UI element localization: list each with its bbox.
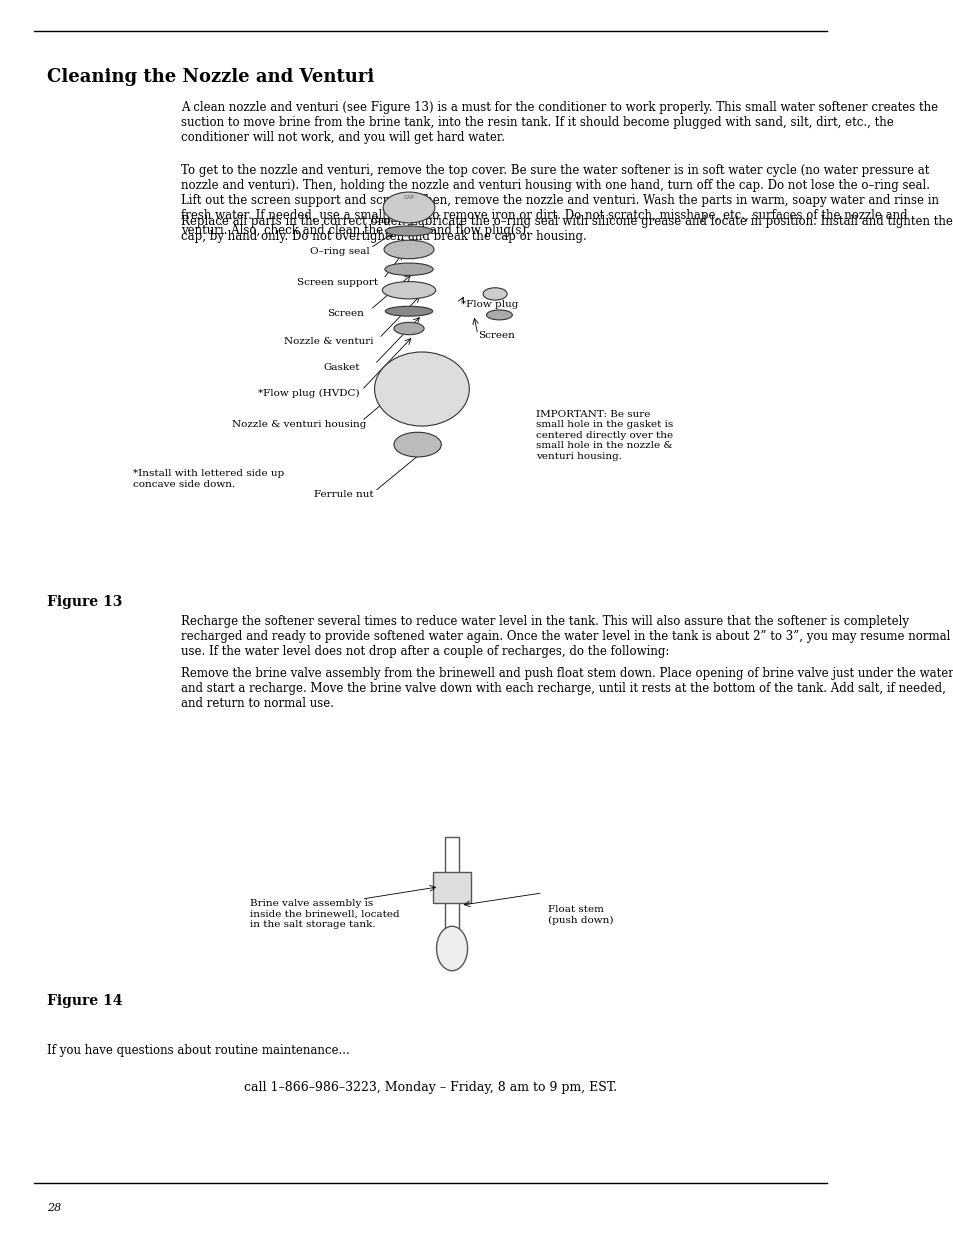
Ellipse shape — [385, 226, 433, 236]
Text: Figure 14: Figure 14 — [48, 994, 123, 1008]
Ellipse shape — [384, 263, 433, 275]
Text: Brine valve assembly is
inside the brinewell, located
in the salt storage tank.: Brine valve assembly is inside the brine… — [250, 899, 399, 929]
Text: Gasket: Gasket — [322, 363, 359, 372]
Circle shape — [436, 926, 467, 971]
Ellipse shape — [482, 288, 507, 300]
Text: *Install with lettered side up
concave side down.: *Install with lettered side up concave s… — [133, 469, 284, 489]
FancyBboxPatch shape — [433, 872, 471, 903]
Ellipse shape — [486, 310, 512, 320]
Ellipse shape — [385, 306, 433, 316]
Ellipse shape — [375, 352, 469, 426]
Ellipse shape — [394, 432, 441, 457]
Ellipse shape — [383, 193, 435, 224]
Text: Nozzle & venturi housing: Nozzle & venturi housing — [233, 420, 367, 429]
Text: Ferrule nut: Ferrule nut — [314, 490, 374, 499]
Ellipse shape — [384, 240, 434, 259]
Text: Nozzle & venturi: Nozzle & venturi — [284, 337, 374, 346]
Ellipse shape — [382, 282, 436, 299]
Text: Remove the brine valve assembly from the brinewell and push float stem down. Pla: Remove the brine valve assembly from the… — [181, 667, 953, 710]
Text: Screen: Screen — [327, 309, 364, 317]
Text: Recharge the softener several times to reduce water level in the tank. This will: Recharge the softener several times to r… — [181, 615, 949, 658]
Text: *Flow plug: *Flow plug — [460, 300, 517, 309]
Text: Replace all parts in the correct order. Lubricate the o–ring seal with silicone : Replace all parts in the correct order. … — [181, 215, 952, 243]
Text: Cap: Cap — [370, 216, 391, 225]
Text: A clean nozzle and venturi (see Figure 13) is a must for the conditioner to work: A clean nozzle and venturi (see Figure 1… — [181, 101, 937, 144]
Text: *Flow plug (HVDC): *Flow plug (HVDC) — [258, 389, 359, 398]
Text: If you have questions about routine maintenance...: If you have questions about routine main… — [48, 1044, 350, 1057]
Text: Screen: Screen — [477, 331, 515, 340]
Text: To get to the nozzle and venturi, remove the top cover. Be sure the water soften: To get to the nozzle and venturi, remove… — [181, 164, 938, 237]
Text: O–ring seal: O–ring seal — [310, 247, 370, 256]
Text: call 1–866–986–3223, Monday – Friday, 8 am to 9 pm, EST.: call 1–866–986–3223, Monday – Friday, 8 … — [244, 1081, 617, 1094]
Text: 28: 28 — [48, 1203, 62, 1213]
Text: IMPORTANT: Be sure
small hole in the gasket is
centered directly over the
small : IMPORTANT: Be sure small hole in the gas… — [535, 410, 672, 461]
Text: CAP: CAP — [403, 195, 414, 200]
Text: Float stem
(push down): Float stem (push down) — [547, 905, 613, 925]
Text: Cleaning the Nozzle and Venturi: Cleaning the Nozzle and Venturi — [48, 68, 375, 86]
Ellipse shape — [394, 322, 424, 335]
Text: Figure 13: Figure 13 — [48, 595, 123, 609]
Text: Screen support: Screen support — [296, 278, 377, 287]
